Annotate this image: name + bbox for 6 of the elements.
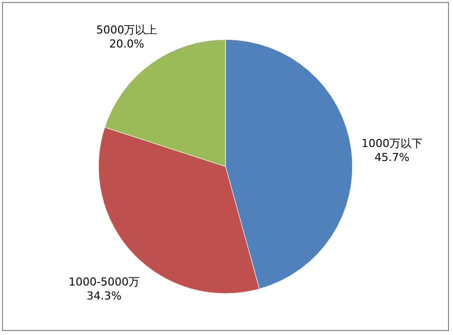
data-label: 20.0%: [109, 38, 144, 51]
slice-label: 1000万以下: [361, 136, 422, 150]
slice-label: 1000-5000万: [68, 276, 140, 289]
data-label: 34.3%: [86, 290, 122, 303]
data-label: 45.7%: [374, 150, 410, 164]
slice-label: 5000万以上: [96, 24, 158, 37]
